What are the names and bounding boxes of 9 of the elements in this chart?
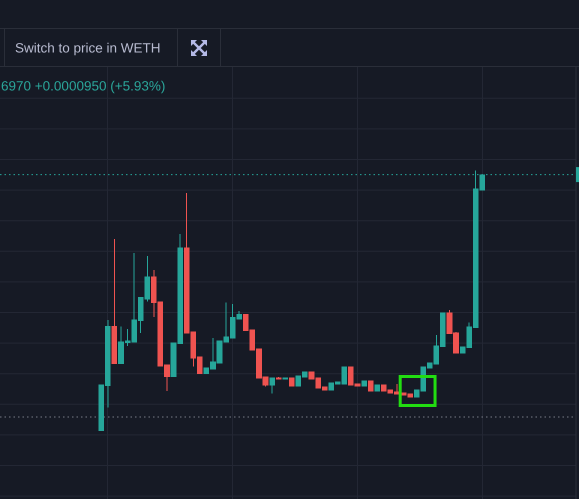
candlestick bbox=[374, 384, 380, 392]
candlestick bbox=[112, 238, 118, 364]
candlestick bbox=[289, 378, 295, 386]
candlestick bbox=[269, 378, 275, 394]
candlestick bbox=[276, 376, 282, 380]
text: 6970 +0.0000950 (+5.93%) bbox=[1, 78, 166, 94]
text: Switch to price in WETH bbox=[15, 40, 161, 56]
candlestick bbox=[361, 380, 367, 387]
candlestick bbox=[368, 380, 374, 392]
